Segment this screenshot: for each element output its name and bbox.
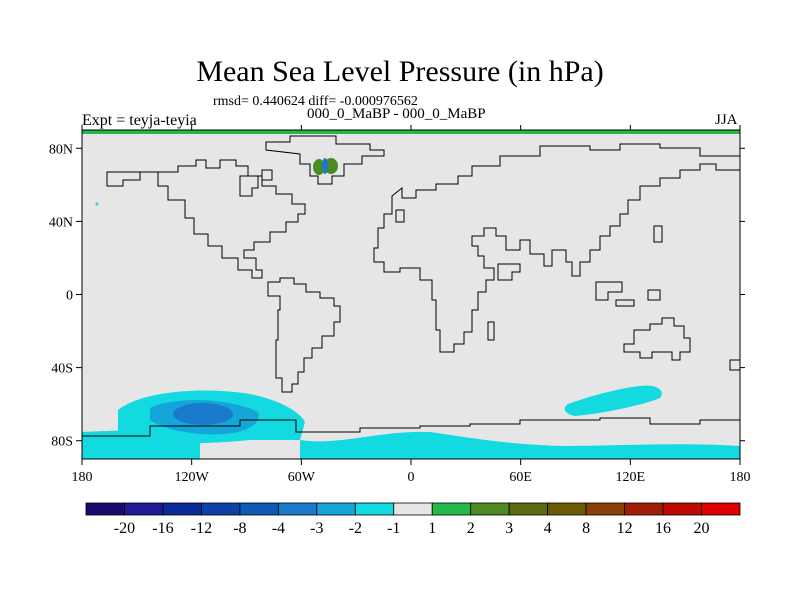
axis-ticks: 180 120W 60W 0 60E 120E 180 80N 40N 0 40S 80S [49, 125, 751, 485]
greenland-anomaly-west [313, 159, 325, 175]
colorbar-label: 16 [655, 520, 671, 537]
antarctic-west-anomaly [82, 430, 200, 459]
colorbar-swatch [316, 502, 356, 516]
coastline-arabia [497, 263, 521, 281]
colorbar-label: -3 [310, 520, 323, 537]
coastline-madagascar [487, 321, 495, 341]
colorbar-swatch [585, 502, 625, 516]
x-tick-label: 120E [616, 470, 646, 485]
colorbar-label: -16 [152, 520, 173, 537]
colorbar-label: -4 [272, 520, 285, 537]
colorbar-label: 4 [544, 520, 552, 537]
colorbar-swatch [662, 502, 702, 516]
colorbar-swatch [162, 502, 202, 516]
colorbar-swatch [124, 502, 164, 516]
coastline-antarctica [82, 417, 740, 437]
x-tick-label: 180 [72, 470, 93, 485]
y-tick-label: 80N [49, 142, 73, 157]
coastline-indonesia [595, 281, 661, 307]
coastline-uk [395, 209, 405, 223]
colorbar-swatch [201, 502, 241, 516]
antarctic-coast-anomaly [300, 431, 740, 459]
colorbar-swatch [85, 502, 125, 516]
colorbar: -20 -16 -12 -8 -4 -3 -2 -1 1 2 3 4 8 12 16 20 [85, 502, 741, 537]
y-tick-label: 40N [49, 215, 73, 230]
colorbar-swatch [277, 502, 318, 516]
colorbar-label: -1 [387, 520, 400, 537]
colorbar-label: -20 [114, 520, 135, 537]
colorbar-label: 20 [694, 520, 710, 537]
coastline-south-america [267, 277, 341, 393]
chart-title: Mean Sea Level Pressure (in hPa) [196, 55, 604, 88]
anomaly-fields [82, 158, 740, 459]
colorbar-label: 12 [617, 520, 633, 537]
colorbar-swatch [393, 502, 433, 516]
colorbar-swatch [701, 502, 741, 516]
south-pacific-anomaly-core [173, 403, 233, 425]
colorbar-label: 1 [428, 520, 436, 537]
coastline-new-zealand [729, 359, 740, 371]
coastline-australia [623, 317, 691, 361]
experiment-label: Expt = teyja-teyia [82, 112, 197, 129]
coastline-greenland [265, 135, 385, 185]
colorbar-swatch [239, 502, 279, 516]
colorbar-label: -2 [349, 520, 362, 537]
y-tick-label: 80S [51, 435, 73, 450]
colorbar-swatch [547, 502, 587, 516]
coastline-canadian-islands [239, 169, 273, 197]
chart-subtitle: 000_0_MaBP - 000_0_MaBP [307, 106, 486, 122]
x-tick-label: 0 [408, 470, 415, 485]
coastlines [82, 135, 740, 437]
coastline-north-america [106, 159, 306, 279]
pacific-dot [95, 202, 99, 206]
colorbar-swatch [470, 502, 510, 516]
stats-text: rmsd= 0.440624 diff= -0.000976562 [213, 94, 418, 109]
indian-ocean-anomaly [564, 385, 662, 416]
colorbar-swatch [624, 502, 664, 516]
x-tick-label: 60W [288, 470, 316, 485]
coastline-japan [653, 225, 663, 243]
greenland-anomaly-center [322, 158, 328, 174]
colorbar-label: 2 [467, 520, 475, 537]
colorbar-label: 3 [505, 520, 513, 537]
y-tick-label: 40S [51, 362, 73, 377]
colorbar-swatch [431, 502, 472, 516]
x-tick-label: 60E [509, 470, 532, 485]
colorbar-label: -12 [191, 520, 212, 537]
x-tick-label: 180 [730, 470, 751, 485]
coastline-eurasia-africa [373, 143, 740, 353]
colorbar-swatch [354, 502, 395, 516]
colorbar-label: 8 [582, 520, 590, 537]
x-tick-label: 120W [175, 470, 210, 485]
season-label: JJA [715, 112, 738, 128]
colorbar-label: -8 [233, 520, 246, 537]
arctic-positive-strip [82, 130, 740, 134]
y-tick-label: 0 [66, 289, 73, 304]
colorbar-swatch [508, 502, 549, 516]
